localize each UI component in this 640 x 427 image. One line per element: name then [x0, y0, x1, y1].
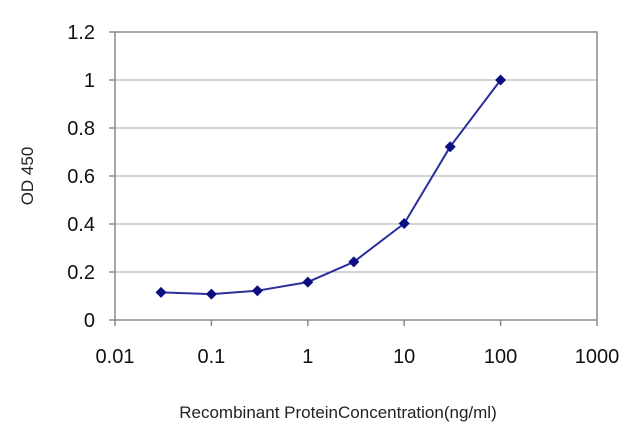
x-tick-label: 1 [302, 346, 313, 368]
data-point [444, 141, 456, 153]
data-point [302, 276, 314, 288]
y-tick-label: 1.2 [67, 22, 95, 44]
data-point [251, 285, 263, 297]
y-axis-tick-labels: 0 0.2 0.4 0.6 0.8 1 1.2 [67, 22, 115, 332]
y-axis-title: OD 450 [18, 147, 37, 206]
x-tick-label: 0.1 [197, 346, 225, 368]
data-point [398, 218, 410, 230]
y-tick-label: 0.6 [67, 166, 95, 188]
y-tick-label: 0.8 [67, 118, 95, 140]
series-layer [155, 74, 507, 300]
y-tick-label: 0.4 [67, 214, 95, 236]
y-tick-label: 0 [84, 310, 95, 332]
x-axis-tick-labels: 0.01 0.1 1 10 100 1000 [96, 320, 620, 368]
y-tick-label: 1 [84, 70, 95, 92]
data-point [348, 256, 360, 268]
x-tick-label: 10 [393, 346, 415, 368]
data-point [155, 286, 167, 298]
data-point [205, 288, 217, 300]
x-axis-title: Recombinant ProteinConcentration(ng/ml) [179, 403, 497, 422]
data-point [495, 74, 507, 86]
x-tick-label: 100 [484, 346, 517, 368]
x-tick-label: 0.01 [96, 346, 135, 368]
y-tick-label: 0.2 [67, 262, 95, 284]
series-line [160, 79, 502, 296]
x-tick-label: 1000 [575, 346, 620, 368]
grid-lines [115, 79, 597, 273]
